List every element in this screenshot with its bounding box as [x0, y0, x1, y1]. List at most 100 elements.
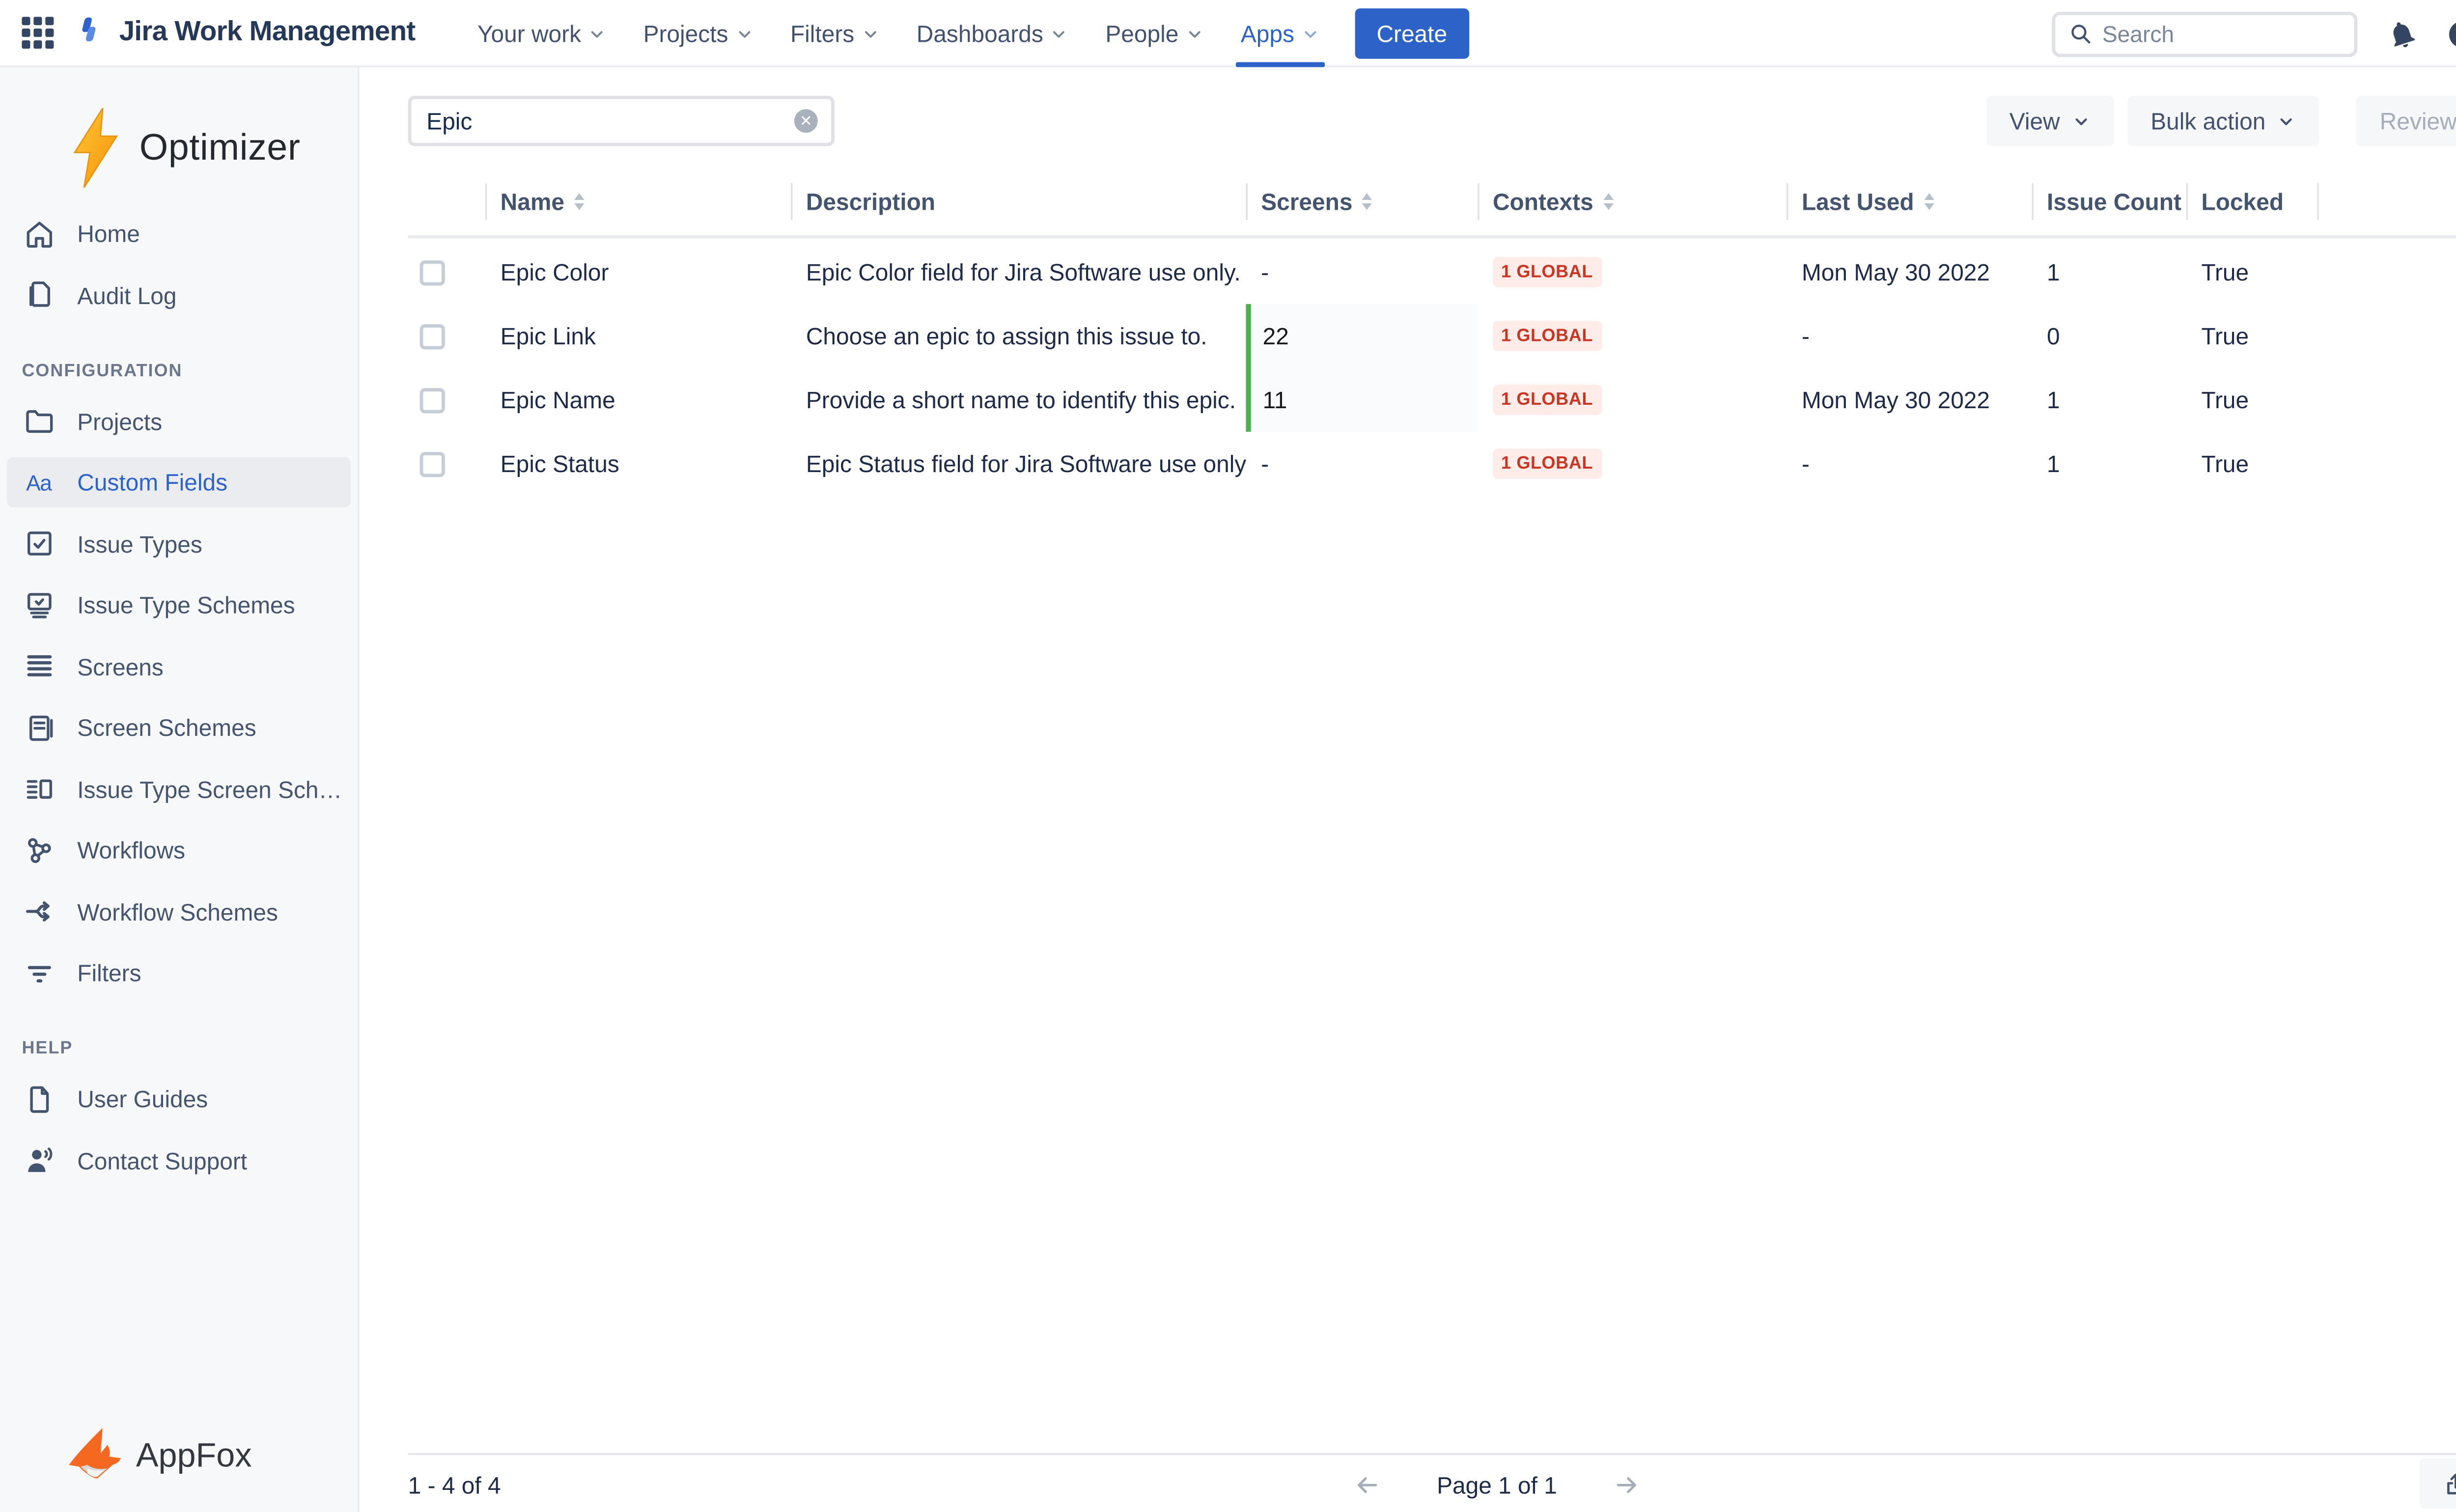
chevron-down-icon [738, 31, 750, 38]
primary-nav: Your work Projects Filters Dashboards Pe… [459, 0, 1469, 67]
view-button[interactable]: View [1985, 95, 2114, 146]
table-toolbar: View Bulk action Review changes [1985, 95, 2456, 146]
configuration-section-label: CONFIGURATION [22, 360, 183, 381]
header-last-used[interactable]: Last Used [1786, 183, 2032, 221]
nav-people[interactable]: People [1087, 0, 1223, 66]
cell-description: Epic Status field for Jira Software use … [806, 450, 1246, 477]
sidebar-item-filters[interactable]: Filters [7, 948, 351, 998]
sidebar-item-screen-schemes[interactable]: Screen Schemes [7, 702, 351, 753]
pagination: Page 1 of 1 [408, 1461, 2456, 1509]
review-changes-button[interactable]: Review changes [2356, 95, 2456, 146]
create-button[interactable]: Create [1355, 7, 1469, 58]
cell-issue-count: 1 [2047, 258, 2060, 286]
cell-name: Epic Link [500, 322, 596, 350]
sidebar-item-audit-log[interactable]: Audit Log [7, 270, 351, 320]
row-checkbox[interactable] [419, 259, 445, 285]
checkbox-check-icon [22, 527, 55, 560]
header-locked: Locked [2186, 183, 2317, 221]
clear-filter-icon[interactable]: ✕ [794, 109, 818, 133]
cell-locked: True [2201, 386, 2249, 414]
search-input[interactable] [2102, 21, 2304, 47]
export-button[interactable]: Export [2419, 1458, 2456, 1509]
next-page-arrow-icon[interactable] [1614, 1472, 1641, 1499]
sidebar-item-workflows[interactable]: Workflows [7, 825, 351, 875]
row-checkbox[interactable] [419, 451, 445, 476]
list-panel-icon [22, 772, 55, 805]
sidebar-item-screens[interactable]: Screens [7, 641, 351, 692]
cell-contexts: 1 GLOBAL [1478, 240, 1786, 304]
chevron-down-icon [2075, 117, 2087, 125]
nav-dashboards[interactable]: Dashboards [898, 0, 1087, 66]
sidebar-item-projects[interactable]: Projects [7, 395, 351, 446]
footer-divider [408, 1453, 2456, 1455]
chevron-down-icon [1189, 31, 1200, 38]
cell-name: Epic Status [500, 450, 619, 477]
help-icon[interactable]: ? [2447, 18, 2456, 50]
chevron-down-icon [2281, 117, 2292, 125]
cell-screens: - [1261, 450, 1269, 477]
filter-input[interactable] [426, 107, 794, 135]
cell-contexts: 1 GLOBAL [1478, 432, 1786, 496]
sidebar-item-custom-fields[interactable]: Aa Custom Fields [6, 457, 351, 507]
branch-arrows-icon [22, 895, 55, 928]
header-spacer [2317, 183, 2456, 221]
sidebar: Optimizer Home Audit Log CONFIGURATION [0, 67, 360, 1512]
chevron-down-icon [591, 31, 603, 38]
header-issue-count: Issue Count [2032, 183, 2186, 221]
rows-icon [22, 649, 55, 683]
cell-screens-highlighted: 11 [1246, 367, 1478, 432]
sidebar-item-contact-support[interactable]: Contact Support [7, 1135, 351, 1185]
table-body: Epic Color Epic Color field for Jira Sof… [408, 240, 2456, 496]
prev-page-arrow-icon[interactable] [1353, 1472, 1380, 1499]
row-checkbox[interactable] [419, 387, 445, 413]
audit-log-icon [22, 278, 55, 311]
page-icon [22, 1082, 55, 1115]
fox-logo-icon [69, 1428, 121, 1479]
header-screens[interactable]: Screens [1246, 183, 1478, 221]
sidebar-top-items: Home Audit Log [0, 208, 358, 320]
cell-contexts: 1 GLOBAL [1478, 368, 1786, 432]
header-contexts[interactable]: Contexts [1478, 183, 1786, 221]
sidebar-item-user-guides[interactable]: User Guides [7, 1073, 351, 1124]
sidebar-item-workflow-schemes[interactable]: Workflow Schemes [7, 886, 351, 937]
help-section-label: HELP [22, 1038, 73, 1059]
sidebar-item-issue-types[interactable]: Issue Types [7, 518, 351, 569]
global-search[interactable] [2052, 11, 2358, 56]
row-checkbox[interactable] [419, 323, 445, 349]
bulk-action-button[interactable]: Bulk action [2127, 95, 2319, 146]
nav-projects[interactable]: Projects [625, 0, 772, 66]
notifications-icon[interactable] [2386, 18, 2418, 50]
sidebar-item-issue-type-screen-schemes[interactable]: Issue Type Screen Sch… [7, 763, 351, 814]
table-row: Epic Color Epic Color field for Jira Sof… [408, 240, 2456, 304]
support-person-icon [22, 1143, 55, 1176]
table-filter: ✕ [408, 95, 835, 146]
cell-last-used: Mon May 30 2022 [1801, 258, 1990, 286]
appfox-name: AppFox [136, 1437, 252, 1475]
nav-your-work[interactable]: Your work [459, 0, 625, 66]
sidebar-item-home[interactable]: Home [7, 208, 351, 259]
nav-apps[interactable]: Apps [1222, 0, 1338, 67]
cell-last-used: - [1801, 322, 1810, 350]
header-name[interactable]: Name [485, 183, 791, 221]
header-description: Description [791, 183, 1246, 221]
search-icon [2071, 25, 2091, 44]
sidebar-config-items: Projects Aa Custom Fields Issue Types Is… [0, 395, 358, 998]
folder-icon [22, 404, 55, 438]
document-lines-icon [22, 711, 55, 744]
sort-icon [574, 193, 585, 210]
jira-home-link[interactable]: Jira Work Management [76, 13, 416, 53]
table-row: Epic Link Choose an epic to assign this … [408, 304, 2456, 368]
nav-filters[interactable]: Filters [772, 0, 898, 66]
app-switcher-icon[interactable] [22, 17, 54, 49]
sidebar-help-items: User Guides Contact Support [0, 1073, 358, 1185]
cell-issue-count: 0 [2047, 322, 2060, 350]
cell-issue-count: 1 [2047, 386, 2060, 414]
page-indicator: Page 1 of 1 [1437, 1471, 1557, 1499]
cell-name: Epic Name [500, 386, 615, 414]
sort-icon [1603, 193, 1614, 210]
app-title: Jira Work Management [119, 17, 416, 47]
header-checkbox-col [408, 183, 485, 220]
cell-contexts: 1 GLOBAL [1478, 304, 1786, 368]
app-name: Optimizer [139, 126, 301, 168]
sidebar-item-issue-type-schemes[interactable]: Issue Type Schemes [7, 580, 351, 630]
